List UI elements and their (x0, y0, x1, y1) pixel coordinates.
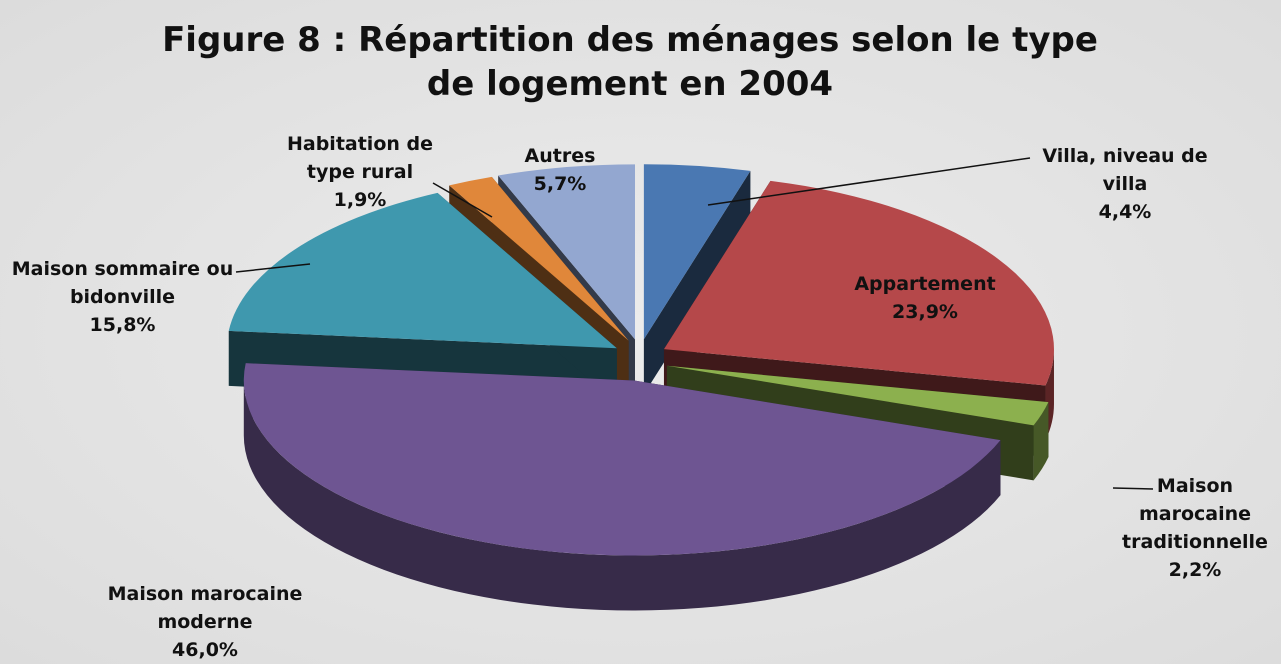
slice-wall (643, 170, 751, 395)
slice (243, 363, 1001, 556)
slice (228, 192, 617, 349)
value-label: 5,7% (533, 173, 587, 195)
leader-line (707, 157, 1031, 206)
slice (449, 176, 629, 341)
slice (663, 180, 1054, 386)
slice-side (243, 380, 1001, 611)
slice-side (1033, 402, 1049, 481)
slice (643, 164, 751, 340)
value-label: 1,9% (333, 189, 387, 211)
leader-line (432, 182, 493, 218)
category-label: Appartement (854, 273, 996, 295)
category-label: Maison sommaire ou bidonville (11, 258, 234, 308)
category-label: Autres (524, 145, 596, 167)
chart-title: Figure 8 : Répartition des ménages selon… (162, 20, 1098, 104)
value-label: 23,9% (892, 301, 958, 323)
category-label: Maison marocaine moderne (107, 583, 303, 633)
value-label: 2,2% (1168, 559, 1222, 581)
leader-line (235, 263, 311, 273)
category-label: Maison marocaine traditionnelle (1122, 475, 1268, 553)
value-label: 46,0% (172, 639, 238, 661)
value-label: 15,8% (89, 314, 156, 336)
value-label: 4,4% (1098, 201, 1152, 223)
leader-line (1112, 487, 1154, 490)
slice (666, 365, 1049, 426)
category-label: Villa, niveau de villa (1042, 145, 1208, 195)
slice (498, 164, 636, 340)
category-label: Habitation de type rural (286, 133, 434, 183)
